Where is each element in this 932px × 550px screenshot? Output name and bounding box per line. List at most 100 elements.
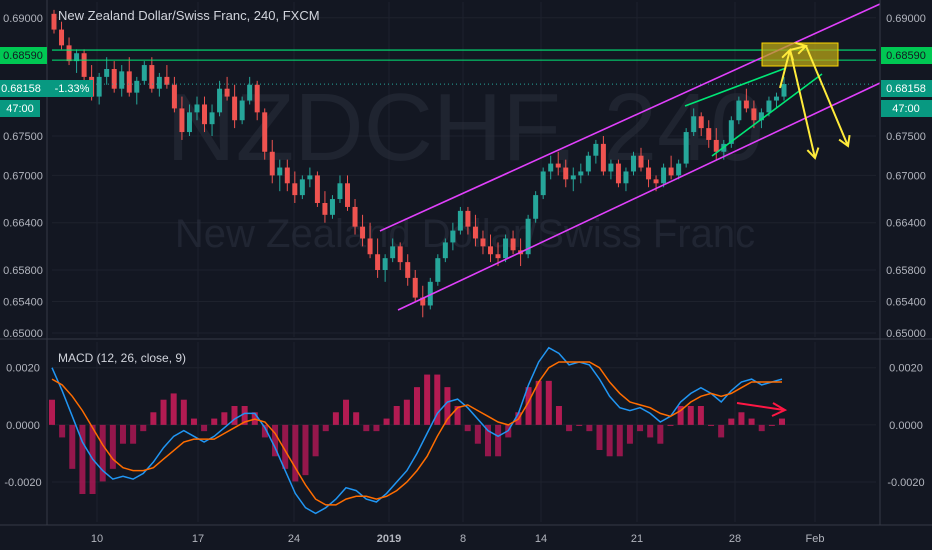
candle-body	[186, 112, 192, 133]
candle-body	[247, 84, 253, 101]
candle	[126, 57, 132, 97]
candle-body	[119, 71, 125, 89]
candle-body	[51, 13, 57, 30]
arrow-head	[795, 41, 808, 55]
svg-text:0.68590: 0.68590	[886, 50, 926, 62]
histogram-bar	[616, 424, 623, 457]
macd-arrow-line[interactable]	[736, 402, 785, 411]
wedge-lower-line[interactable]	[711, 73, 823, 157]
left-last-price-label: 0.68158 -1.33%	[0, 80, 93, 97]
macd-tick-label: -0.0020	[887, 477, 924, 489]
candle	[420, 285, 426, 318]
candle	[156, 72, 162, 97]
watermark-name: New Zealand Dollar/Swiss Franc	[175, 212, 755, 256]
candle	[217, 80, 223, 117]
macd-price-axis[interactable]: 0.0020 0.0020 0.0000 0.0000 -0.0020 -0.0020	[4, 363, 924, 489]
candle-body	[345, 183, 351, 207]
histogram-bar	[708, 424, 715, 426]
candle-body	[96, 76, 102, 97]
histogram-bar	[454, 406, 461, 425]
candle	[367, 222, 373, 259]
candle	[262, 108, 268, 160]
candle-body	[194, 104, 200, 113]
left-resistance-label: 0.68590	[0, 47, 47, 64]
candle	[646, 159, 652, 188]
candle	[345, 175, 351, 211]
arrow-head	[838, 134, 851, 148]
svg-text:47:00: 47:00	[6, 103, 34, 115]
svg-text:0.68158: 0.68158	[1, 83, 41, 95]
histogram-bar	[109, 424, 116, 469]
svg-text:0.68590: 0.68590	[3, 50, 43, 62]
histogram-bar	[292, 424, 299, 482]
candle	[254, 80, 260, 121]
candle	[390, 238, 396, 263]
macd-tick-label: 0.0000	[889, 420, 923, 432]
histogram-bar	[606, 424, 613, 457]
candle	[503, 234, 509, 263]
candle-body	[608, 163, 614, 172]
candle	[510, 230, 516, 255]
candle	[141, 61, 147, 85]
macd-tick-label: 0.0020	[889, 363, 923, 375]
histogram-bar	[403, 399, 410, 425]
histogram-bar	[393, 406, 400, 425]
candle	[683, 128, 689, 168]
histogram-bar	[180, 399, 187, 425]
candle	[314, 171, 320, 207]
candle-body	[375, 254, 381, 270]
candle-body	[329, 199, 335, 215]
candle-body	[766, 100, 772, 113]
target-zone-box[interactable]	[761, 42, 839, 67]
time-axis[interactable]: 10 17 24 2019 8 14 21 28 Feb	[91, 533, 825, 545]
signal-line	[51, 361, 782, 506]
candle	[435, 254, 441, 286]
candle	[81, 49, 87, 81]
candle-body	[360, 226, 366, 239]
candle	[96, 72, 102, 105]
candle	[329, 195, 335, 219]
candle	[104, 57, 110, 85]
candle	[457, 206, 463, 235]
candle-body	[781, 83, 787, 97]
macd-arrow-head	[771, 402, 788, 417]
candle	[322, 191, 328, 223]
arrow-head	[781, 48, 795, 61]
candle-body	[269, 151, 275, 176]
histogram-bar	[647, 424, 654, 438]
candle	[382, 254, 388, 282]
histogram-bar	[474, 424, 481, 444]
candle	[442, 238, 448, 263]
right-price-axis[interactable]: 0.69000 0.67500 0.67000 0.66400 0.65800 0.654…	[886, 13, 926, 340]
candle-body	[390, 246, 396, 259]
channel-upper-line[interactable]	[379, 3, 881, 232]
wedge-upper-line[interactable]	[684, 67, 787, 107]
candle-body	[420, 297, 426, 306]
candle	[743, 88, 749, 113]
candle	[615, 159, 621, 188]
candle	[638, 147, 644, 172]
candle	[487, 234, 493, 263]
candle-body	[615, 163, 621, 184]
candle	[781, 76, 787, 101]
candle-body	[164, 76, 170, 85]
channel-lower-line[interactable]	[397, 82, 881, 311]
candle-body	[126, 71, 132, 93]
histogram-bar	[201, 424, 208, 432]
time-tick-label: 14	[535, 533, 547, 545]
left-countdown-label: 47:00	[0, 100, 40, 117]
candle	[360, 214, 366, 247]
histogram-bar	[728, 418, 735, 425]
candle-body	[638, 155, 644, 168]
price-tick-label: 0.65000	[886, 328, 926, 340]
histogram-bar	[130, 424, 137, 444]
candle	[179, 96, 185, 140]
price-tick-label: 0.65000	[3, 328, 43, 340]
macd-tick-label: 0.0000	[6, 420, 40, 432]
left-price-axis[interactable]: 0.69000 0.67500 0.67000 0.66400 0.65800 0.654…	[3, 13, 43, 340]
histogram-bar	[190, 418, 197, 425]
candle-body	[284, 167, 290, 184]
histogram-bar	[677, 406, 684, 425]
histogram-bar	[383, 418, 390, 425]
